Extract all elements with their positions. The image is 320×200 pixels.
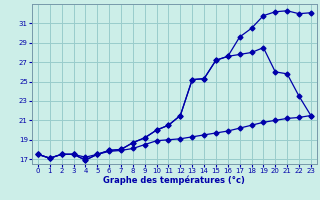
X-axis label: Graphe des températures (°c): Graphe des températures (°c) (103, 176, 245, 185)
